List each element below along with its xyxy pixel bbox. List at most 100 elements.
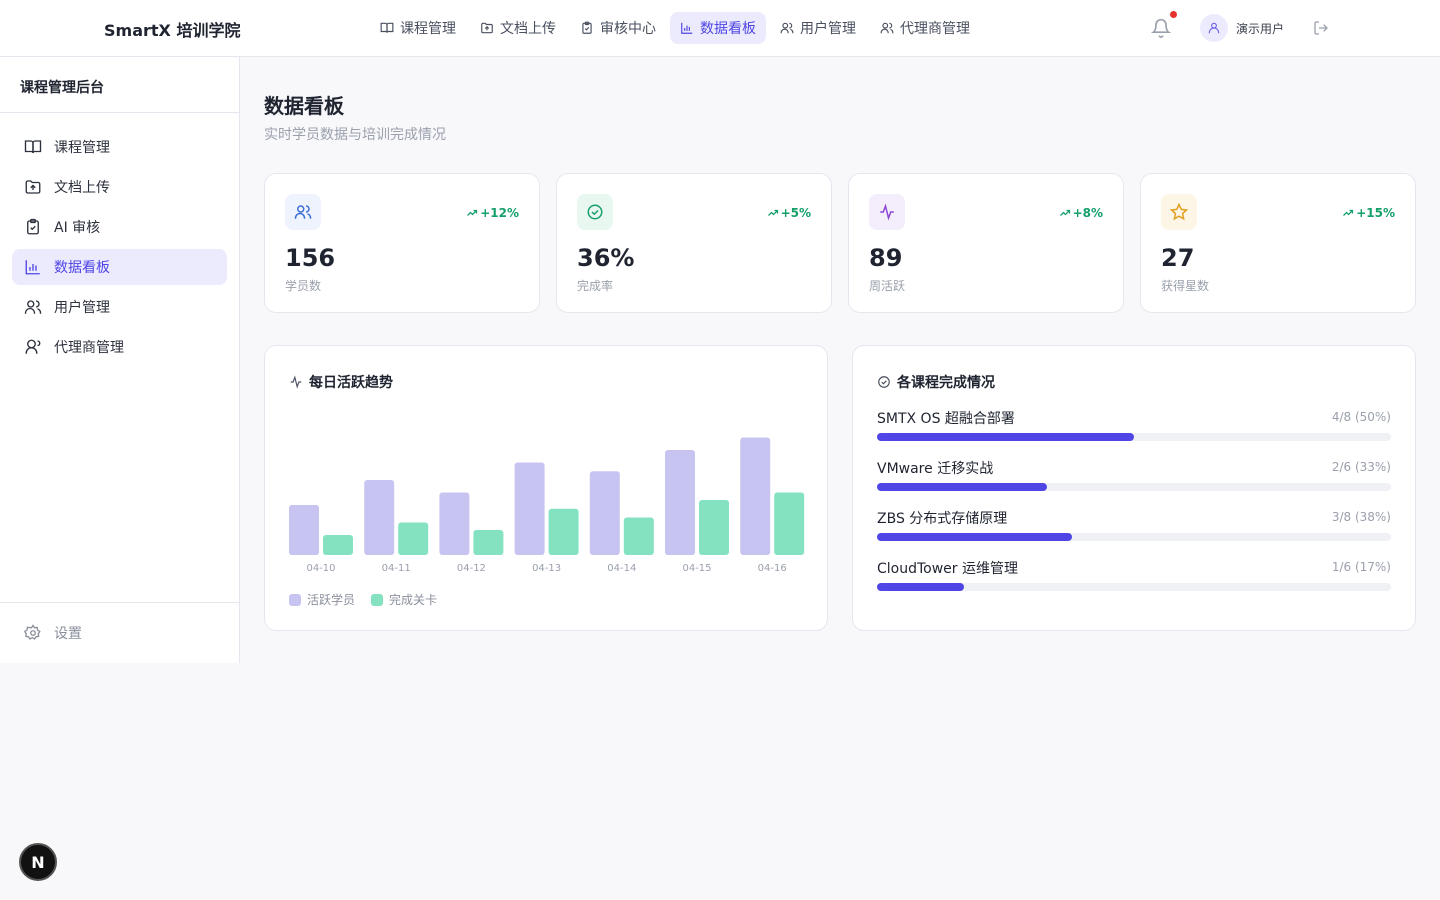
nav-label: 数据看板 xyxy=(700,21,756,37)
progress-track xyxy=(877,533,1391,541)
bar-completed[interactable] xyxy=(548,508,579,555)
stat-label: 学员数 xyxy=(285,279,322,293)
course-progress-item: VMware 迁移实战 2/6 (33%) xyxy=(877,458,1391,491)
sidebar: 课程管理后台 课程管理 文档上传 AI 审核 数据看板 用户管理 代理商管理 xyxy=(0,57,240,663)
nav-item-agents[interactable]: 代理商管理 xyxy=(870,12,980,44)
sidebar-item-ai-review[interactable]: AI 审核 xyxy=(12,209,227,245)
stat-card-completion: +5% 36% 完成率 xyxy=(556,173,832,313)
progress-track xyxy=(877,583,1391,591)
bar-completed[interactable] xyxy=(323,535,353,555)
users-icon xyxy=(294,205,312,219)
panel-title: 每日活跃趋势 xyxy=(289,372,393,392)
user-group-icon xyxy=(880,22,894,34)
brand-title[interactable]: SmartX 培训学院 xyxy=(104,21,241,40)
trend-badge: +15% xyxy=(1342,206,1395,220)
x-tick-label: 04-12 xyxy=(457,563,486,574)
sidebar-item-courses[interactable]: 课程管理 xyxy=(12,129,227,165)
stat-icon-box xyxy=(285,194,321,230)
logout-icon[interactable] xyxy=(1313,20,1329,36)
upload-folder-icon xyxy=(481,22,493,34)
x-tick-label: 04-14 xyxy=(607,563,636,574)
user-name: 演示用户 xyxy=(1236,21,1285,36)
trend-value: +12% xyxy=(480,206,519,220)
check-circle-icon xyxy=(878,376,890,388)
panel-title-text: 各课程完成情况 xyxy=(897,375,995,391)
gear-icon xyxy=(24,624,41,640)
course-completion-panel: 各课程完成情况 SMTX OS 超融合部署 4/8 (50%) VMware 迁… xyxy=(852,345,1416,631)
bar-active[interactable] xyxy=(740,437,771,556)
book-icon xyxy=(24,140,42,154)
x-tick-label: 04-13 xyxy=(532,563,561,574)
nav-label: 用户管理 xyxy=(800,21,856,37)
course-progress-item: ZBS 分布式存储原理 3/8 (38%) xyxy=(877,508,1391,541)
nav-item-users[interactable]: 用户管理 xyxy=(770,12,866,44)
sidebar-item-label: 用户管理 xyxy=(54,300,110,316)
nav-item-dashboard[interactable]: 数据看板 xyxy=(670,12,766,44)
legend-swatch xyxy=(289,593,301,606)
course-name: VMware 迁移实战 xyxy=(877,461,994,477)
progress-fill xyxy=(877,433,1134,441)
course-stat: 4/8 (50%) xyxy=(1331,410,1391,424)
users-icon xyxy=(780,22,794,34)
course-stat: 3/8 (38%) xyxy=(1331,510,1391,524)
sidebar-item-label: 课程管理 xyxy=(54,140,110,156)
activity-icon xyxy=(880,203,894,221)
trend-badge: +12% xyxy=(466,206,519,220)
x-tick-label: 04-11 xyxy=(382,563,411,574)
sidebar-item-label: AI 审核 xyxy=(54,220,101,236)
bar-completed[interactable] xyxy=(398,522,429,556)
sidebar-settings[interactable]: 设置 xyxy=(24,623,82,643)
panel-title-text: 每日活跃趋势 xyxy=(309,375,393,391)
bar-completed[interactable] xyxy=(473,530,504,555)
bar-chart-icon xyxy=(681,22,693,34)
nav-label: 审核中心 xyxy=(600,21,656,37)
clipboard-check-icon xyxy=(582,21,592,34)
star-icon xyxy=(1170,203,1188,221)
course-name: ZBS 分布式存储原理 xyxy=(877,511,1008,527)
x-tick-label: 04-16 xyxy=(758,563,787,574)
bar-active[interactable] xyxy=(589,471,620,555)
dev-tools-badge[interactable]: N xyxy=(19,843,57,881)
nav-item-review[interactable]: 审核中心 xyxy=(570,12,666,44)
bar-active[interactable] xyxy=(289,505,319,555)
progress-fill xyxy=(877,533,1073,541)
sidebar-title: 课程管理后台 xyxy=(20,80,104,96)
chart-legend: 活跃学员 完成关卡 xyxy=(289,591,437,608)
divider xyxy=(0,602,239,603)
progress-track xyxy=(877,483,1391,491)
course-stat: 2/6 (33%) xyxy=(1331,460,1391,474)
course-name: SMTX OS 超融合部署 xyxy=(877,411,1015,427)
trend-up-icon xyxy=(1343,209,1354,216)
sidebar-item-upload[interactable]: 文档上传 xyxy=(12,169,227,205)
bar-active[interactable] xyxy=(439,492,470,556)
user-menu[interactable]: 演示用户 xyxy=(1200,14,1284,42)
page-title: 数据看板 xyxy=(264,94,344,118)
bar-completed[interactable] xyxy=(699,500,729,555)
trend-up-icon xyxy=(467,209,478,216)
trend-badge: +8% xyxy=(1059,206,1103,220)
sidebar-list: 课程管理 文档上传 AI 审核 数据看板 用户管理 代理商管理 xyxy=(12,129,227,369)
trend-up-icon xyxy=(767,209,778,216)
sidebar-item-agents[interactable]: 代理商管理 xyxy=(12,329,227,365)
nav-item-upload[interactable]: 文档上传 xyxy=(470,12,566,44)
legend-swatch xyxy=(371,593,384,606)
bar-active[interactable] xyxy=(364,480,395,555)
x-tick-label: 04-10 xyxy=(306,563,335,574)
stat-value: 156 xyxy=(285,244,336,272)
notification-bell-icon[interactable] xyxy=(1150,11,1177,38)
stat-card-students: +12% 156 学员数 xyxy=(264,173,540,313)
bar-completed[interactable] xyxy=(623,517,654,556)
progress-track xyxy=(877,433,1391,441)
upload-folder-icon xyxy=(25,180,41,194)
nav-item-courses[interactable]: 课程管理 xyxy=(370,12,466,44)
stat-icon-box xyxy=(577,194,613,230)
stat-value: 27 xyxy=(1161,244,1195,272)
bar-active[interactable] xyxy=(665,450,695,555)
bar-active[interactable] xyxy=(514,462,545,556)
sidebar-item-dashboard[interactable]: 数据看板 xyxy=(12,249,227,285)
sidebar-item-users[interactable]: 用户管理 xyxy=(12,289,227,325)
stat-value: 36% xyxy=(577,244,635,272)
stat-icon-box xyxy=(1161,194,1197,230)
sidebar-item-label: 代理商管理 xyxy=(54,340,124,356)
bar-completed[interactable] xyxy=(774,492,805,556)
